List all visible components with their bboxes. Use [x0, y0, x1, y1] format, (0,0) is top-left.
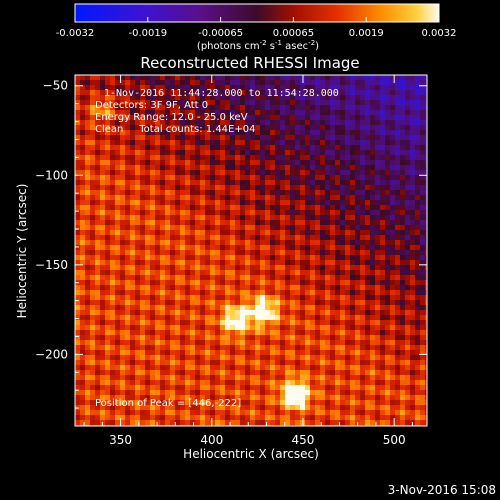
y-tick-label: −200	[35, 347, 68, 361]
colorbar-ticks	[74, 17, 440, 22]
colorbar-tick-label: -0.0019	[128, 28, 167, 39]
x-axis-label: Heliocentric X (arcsec)	[183, 447, 319, 461]
chart-title: Reconstructed RHESSI Image	[140, 54, 359, 72]
colorbar-tick-label: 0.0032	[422, 28, 457, 39]
annotation-energy: Energy Range: 12.0 - 25.0 keV	[95, 112, 248, 123]
heatmap-image	[75, 75, 427, 426]
axis-tick-labels: 350 400 450 500 −50 −100 −150 −200	[35, 79, 406, 447]
colorbar-tick-label: -0.00065	[198, 28, 243, 39]
y-tick-label: −50	[43, 79, 68, 93]
x-tick-label: 350	[109, 433, 132, 447]
axis-ticks	[75, 75, 427, 426]
annotation-time: 1-Nov-2016 11:44:28.000 to 11:54:28.000	[104, 88, 339, 99]
plot-frame	[74, 74, 428, 427]
x-tick-label: 450	[292, 433, 315, 447]
annotation-clean: Clean Total counts: 1.44E+04	[95, 124, 255, 135]
colorbar-tick-label: 0.00065	[273, 28, 314, 39]
footer-timestamp: 3-Nov-2016 15:08	[388, 483, 496, 497]
y-tick-label: −150	[35, 258, 68, 272]
x-tick-label: 400	[200, 433, 223, 447]
y-tick-label: −100	[35, 168, 68, 182]
colorbar-tick-label: 0.0019	[349, 28, 384, 39]
y-axis-label: Heliocentric Y (arcsec)	[15, 184, 29, 319]
x-tick-label: 500	[383, 433, 406, 447]
colorbar-tick-label: -0.0032	[56, 28, 95, 39]
colorbar	[74, 3, 440, 23]
annotation-peak: Position of Peak = [446,-222]	[95, 398, 241, 409]
colorbar-unit-label: (photons cm-2 s-1 asec-2)	[197, 39, 319, 52]
colorbar-tick-labels: -0.0032 -0.0019 -0.00065 0.00065 0.0019 0.003…	[56, 28, 457, 39]
annotation-detectors: Detectors: 3F 9F, Att 0	[95, 100, 208, 111]
